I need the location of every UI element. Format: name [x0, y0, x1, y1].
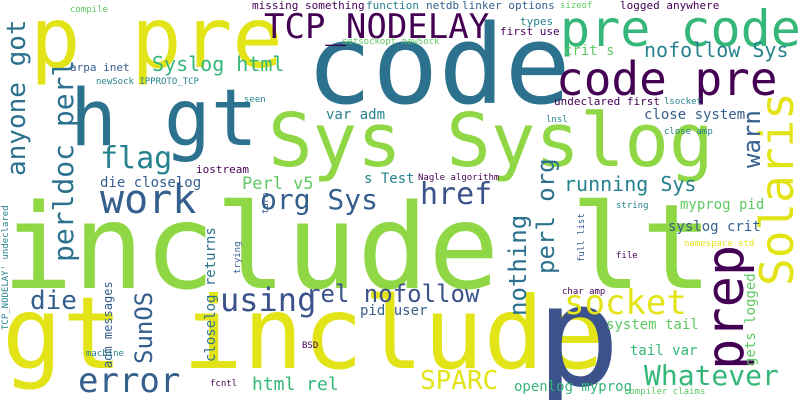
word-compiler-claims: compiler claims: [624, 387, 706, 397]
word-whatever: Whatever: [644, 359, 779, 392]
word-namespace-std: namespace std: [684, 239, 755, 249]
word-syslog-html: Syslog html: [152, 52, 285, 76]
word-using: using: [220, 281, 317, 319]
word-pid-user: pid user: [360, 303, 428, 319]
word-types: types: [520, 15, 554, 28]
word-bsd: BSD: [302, 341, 319, 351]
word-newsock-ipproto-tcp: newSock IPPROTO_TCP: [96, 77, 199, 87]
word-lsocket: lsocket: [664, 97, 702, 107]
word-lnsl: lnsl: [546, 115, 568, 125]
word-html-rel: html rel: [252, 374, 339, 395]
word-linker-options: linker options: [462, 0, 555, 12]
word-system-tail: system tail: [606, 317, 699, 333]
word-p: p: [536, 256, 621, 400]
word-compile: compile: [70, 5, 108, 15]
word-tcp-nodelay: TCP_NODELAY: [264, 7, 490, 47]
word-gt-include: gt include: [2, 275, 605, 392]
word-char-amp: char amp: [562, 287, 606, 297]
word-p-pre: p pre: [30, 0, 283, 87]
word-h-gt: h gt: [70, 74, 258, 164]
word-missing-something: missing something: [252, 0, 365, 12]
word-perldoc-perl: perldoc perl: [47, 59, 80, 262]
word-function: function: [366, 0, 419, 12]
word-netdb: netdb: [426, 0, 460, 12]
word-openlog-myprog: openlog myprog: [514, 379, 633, 395]
word-iostream: iostream: [196, 163, 249, 176]
word-undeclared-first: undeclared first: [554, 95, 660, 108]
word-syslog-crit: syslog crit: [668, 219, 761, 235]
word-turn: turn: [261, 192, 271, 214]
word-sys-syslog: Sys Syslog: [268, 98, 714, 184]
word-perl-org: perl org: [532, 158, 560, 274]
word-href: href: [420, 177, 493, 212]
word-seen: seen: [244, 95, 266, 105]
word-perl-v5: Perl v5: [242, 174, 314, 194]
word-running-sys: running Sys: [564, 172, 697, 196]
word-die-closelog: die closelog: [100, 175, 202, 191]
word-nofollow-sys: nofollow Sys: [644, 38, 789, 62]
word-tcp-nodelay-undeclared: TCP_NODELAY' undeclared: [1, 205, 11, 330]
word-close-amp: close amp: [664, 127, 713, 137]
word-crit-s: crit s: [564, 43, 615, 59]
word-socket: socket: [564, 283, 687, 323]
word-trying: trying: [233, 241, 243, 274]
word-org-sys: org Sys: [260, 183, 379, 216]
word-full-list: full list: [577, 213, 587, 262]
word-nothing: nothing: [504, 214, 532, 316]
word-first-use: first use: [500, 25, 560, 38]
word-sizeof: sizeof: [560, 1, 593, 11]
word-setsockopt-newsock: setsockopt newSock: [342, 37, 440, 47]
word-fcntl: fcntl: [210, 379, 238, 389]
word-machine: machine: [86, 349, 124, 359]
word-tail-var: tail var: [630, 343, 698, 359]
word-work: work: [100, 177, 197, 223]
word-sunos: SunOS: [130, 291, 158, 364]
word-var-adm: var adm: [326, 107, 386, 123]
word-die: die: [30, 286, 77, 316]
word-close-system: close system: [644, 107, 746, 123]
word-pre-code: pre code: [560, 0, 800, 58]
word-code-pre: code pre: [556, 52, 778, 106]
word-file: file: [616, 251, 638, 261]
word-rel-nofollow: rel nofollow: [306, 280, 480, 308]
word-anyone-got: anyone got: [2, 19, 32, 176]
word-error: error: [78, 361, 181, 400]
word-gets-logged: gets logged: [743, 273, 759, 366]
word-myprog-pid: myprog pid: [680, 197, 765, 213]
word-code: code: [306, 1, 571, 129]
word-logged-anywhere: logged anywhere: [620, 0, 720, 12]
word-s-test: s Test: [364, 171, 415, 187]
word-arpa-inet: arpa inet: [70, 61, 130, 74]
word-closelog-returns: closelog returns: [203, 227, 219, 362]
word-nagle-algorithm: Nagle algorithm: [418, 173, 500, 183]
word-flag: flag: [100, 141, 173, 176]
word-include-lt: include lt: [2, 178, 713, 316]
word-string: string: [616, 201, 649, 211]
word-sparc: SPARC: [420, 366, 499, 396]
